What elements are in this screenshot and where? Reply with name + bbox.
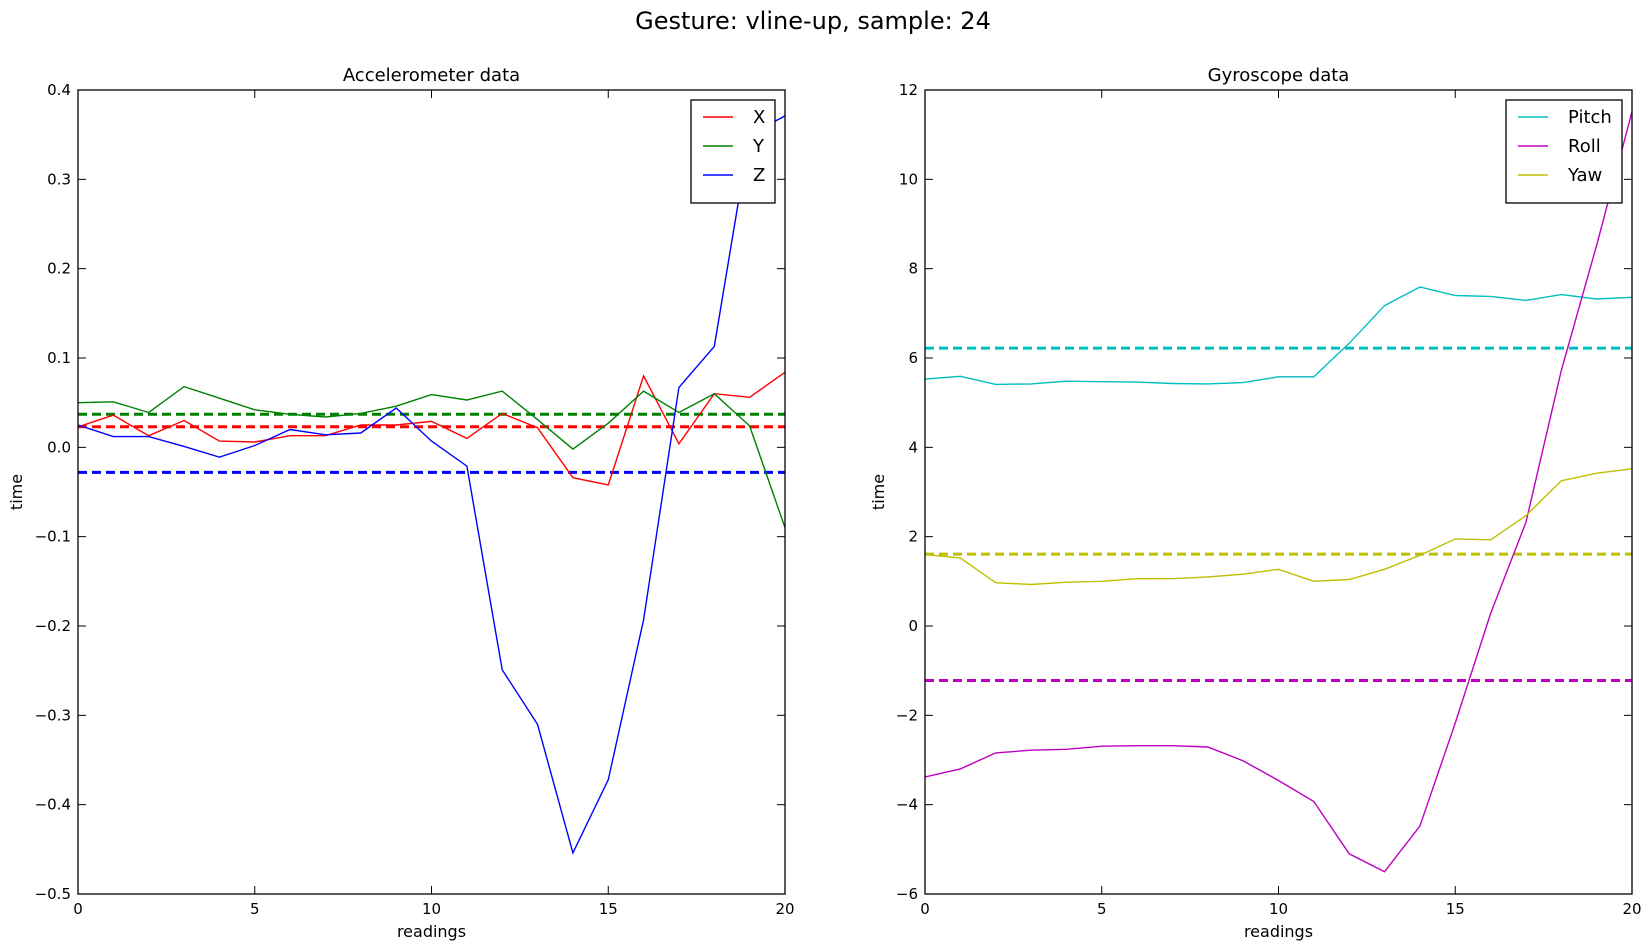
y-tick-label: −2 — [896, 706, 918, 724]
x-axis-label: readings — [1244, 922, 1313, 941]
x-tick-label: 10 — [422, 900, 441, 918]
x-tick-label: 0 — [920, 900, 930, 918]
y-tick-label: 12 — [899, 81, 918, 99]
x-tick-label: 10 — [1269, 900, 1288, 918]
x-tick-label: 15 — [1446, 900, 1465, 918]
y-tick-label: 10 — [899, 170, 918, 188]
series-line-x — [78, 371, 785, 486]
x-tick-label: 5 — [250, 900, 260, 918]
y-tick-label: −0.2 — [35, 617, 71, 635]
legend: Pitch Roll Yaw — [1505, 99, 1623, 204]
x-axis-label: readings — [397, 922, 466, 941]
x-tick-label: 20 — [1622, 900, 1641, 918]
series-line-roll — [925, 111, 1632, 873]
legend-label-x: X — [753, 107, 765, 128]
accelerometer-chart: 0 5 10 15 20 −0.5 −0.4 −0.3 −0.2 −0.1 0.0 0.1 0.2 0.3… — [7, 65, 795, 941]
y-axis-label: time — [869, 474, 888, 510]
y-tick-label: 8 — [908, 260, 918, 278]
y-tick-label: −4 — [896, 796, 918, 814]
y-tick-label: −0.3 — [35, 706, 71, 724]
gyroscope-chart: 0 5 10 15 20 −6 −4 −2 0 2 4 6 8 10 12 Gyroscope data rea… — [869, 65, 1642, 941]
y-tick-label: 2 — [908, 528, 918, 546]
series-line-z — [78, 115, 785, 855]
y-tick-label: 4 — [908, 438, 918, 456]
y-tick-label: 0 — [908, 617, 918, 635]
y-tick-label: 0.4 — [47, 81, 71, 99]
y-tick-label: −0.5 — [35, 885, 71, 903]
chart-title: Gyroscope data — [1208, 65, 1350, 86]
plot-data — [78, 115, 785, 855]
legend-label-pitch: Pitch — [1568, 107, 1612, 128]
legend: XYZ — [690, 99, 776, 204]
x-tick-label: 0 — [73, 900, 83, 918]
chart-title: Accelerometer data — [343, 65, 520, 86]
series-line-pitch — [925, 286, 1632, 386]
y-tick-label: 6 — [908, 349, 918, 367]
series-line-y — [78, 385, 785, 528]
y-tick-label: 0.0 — [47, 438, 71, 456]
y-tick-label: 0.3 — [47, 170, 71, 188]
y-axis-label: time — [7, 474, 26, 510]
plot-area — [78, 90, 785, 894]
x-tick-label: 5 — [1097, 900, 1107, 918]
x-tick-label: 20 — [775, 900, 794, 918]
y-tick-label: 0.2 — [47, 260, 71, 278]
x-tick-label: 15 — [599, 900, 618, 918]
legend-label-roll: Roll — [1568, 136, 1601, 157]
y-tick-label: −6 — [896, 885, 918, 903]
series-line-yaw — [925, 468, 1632, 586]
y-tick-label: 0.1 — [47, 349, 71, 367]
plot-area — [925, 90, 1632, 894]
legend-label-y: Y — [752, 136, 765, 157]
legend-label-yaw: Yaw — [1567, 165, 1602, 186]
y-tick-label: −0.4 — [35, 796, 71, 814]
y-tick-label: −0.1 — [35, 528, 71, 546]
plot-data — [925, 111, 1632, 873]
legend-label-z: Z — [753, 165, 765, 186]
figure-suptitle: Gesture: vline-up, sample: 24 — [635, 7, 991, 35]
